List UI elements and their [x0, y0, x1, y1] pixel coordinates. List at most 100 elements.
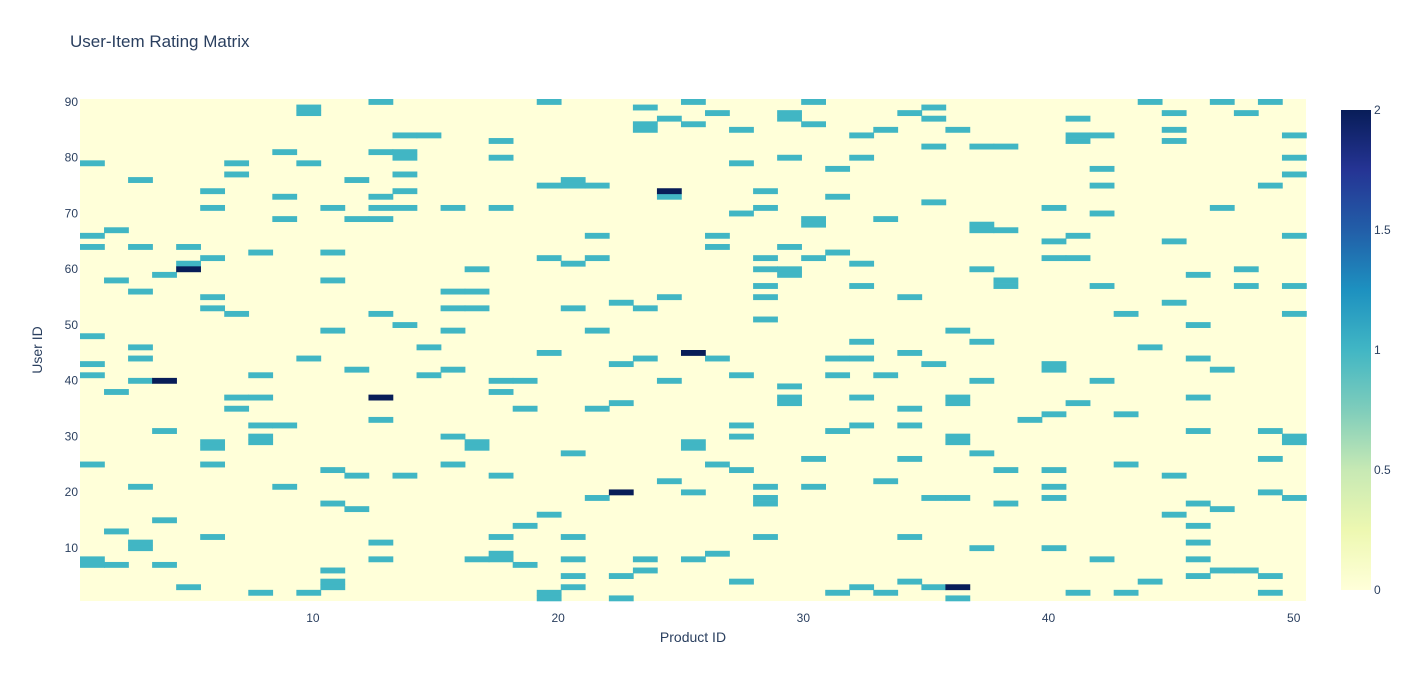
heatmap-cell — [416, 344, 442, 351]
heatmap-cell — [825, 372, 851, 379]
heatmap-cell — [921, 361, 947, 368]
heatmap-cell — [152, 561, 177, 568]
heatmap-cell — [392, 154, 418, 161]
heatmap-cell — [1281, 495, 1307, 501]
heatmap-cell — [945, 394, 971, 401]
heatmap-cell — [536, 595, 562, 602]
heatmap-cell — [1281, 171, 1307, 178]
heatmap-cell — [200, 305, 226, 312]
heatmap-cell — [632, 567, 658, 574]
heatmap-cell — [488, 138, 514, 144]
heatmap-cell — [705, 355, 730, 362]
heatmap-cell — [320, 277, 346, 284]
heatmap-cell — [1065, 400, 1091, 407]
y-tick-label: 60 — [65, 262, 79, 276]
heatmap-cell — [945, 433, 971, 440]
heatmap-cell — [224, 394, 250, 401]
heatmap-cell — [777, 271, 802, 278]
heatmap-cell — [1185, 500, 1211, 507]
heatmap-cell — [1281, 433, 1307, 440]
heatmap-cell — [392, 188, 418, 195]
heatmap-cell — [945, 439, 971, 446]
heatmap-cell — [753, 266, 778, 273]
heatmap-cell — [536, 511, 562, 518]
heatmap-cell — [128, 344, 153, 351]
heatmap-cell — [584, 495, 610, 501]
heatmap-cell — [680, 556, 706, 563]
heatmap-cell — [80, 561, 105, 568]
heatmap-cell — [176, 584, 201, 591]
heatmap-cell — [969, 227, 995, 234]
heatmap-cell — [921, 495, 947, 501]
heatmap-cell — [969, 221, 995, 228]
heatmap-cell — [1113, 589, 1139, 596]
heatmap-cell — [80, 333, 105, 340]
heatmap-cell — [512, 405, 538, 412]
heatmap-cell — [512, 522, 538, 529]
heatmap-cell — [1257, 182, 1283, 189]
heatmap-cell — [560, 305, 586, 312]
heatmap-cell — [921, 199, 947, 206]
heatmap-cell — [320, 327, 346, 334]
heatmap-cell — [753, 188, 778, 195]
heatmap-cell — [825, 355, 851, 362]
heatmap-cell — [656, 294, 682, 301]
heatmap-cell — [224, 160, 250, 167]
heatmap-cell — [344, 216, 370, 223]
heatmap-cell — [849, 154, 875, 161]
heatmap-cell — [296, 589, 322, 596]
heatmap-cell — [969, 450, 995, 457]
heatmap-cell — [272, 149, 298, 156]
heatmap-cell — [464, 556, 490, 563]
heatmap-cell — [1281, 232, 1307, 239]
heatmap-cell — [1185, 522, 1211, 529]
heatmap-cell — [969, 143, 995, 150]
heatmap-cell — [801, 483, 826, 490]
heatmap-cell — [1041, 361, 1067, 368]
heatmap-cell — [1233, 110, 1259, 117]
heatmap-cell — [729, 578, 754, 585]
heatmap-cell — [1041, 204, 1067, 211]
heatmap-cell — [488, 472, 514, 479]
heatmap-cell — [993, 277, 1019, 284]
heatmap-cell — [753, 316, 778, 323]
heatmap-cell — [248, 372, 274, 379]
heatmap-cell — [200, 461, 226, 468]
y-tick-label: 70 — [65, 206, 79, 220]
heatmap-cell — [1209, 204, 1235, 211]
heatmap-cell — [729, 160, 754, 167]
y-tick-label: 30 — [65, 429, 79, 443]
heatmap-cell — [536, 99, 562, 105]
heatmap-cell — [656, 188, 682, 195]
heatmap-cell — [464, 266, 490, 273]
heatmap-cell — [945, 400, 971, 407]
heatmap-cell — [1041, 366, 1067, 373]
y-tick-label: 20 — [65, 485, 79, 499]
heatmap-cell — [368, 99, 394, 105]
heatmap-cell — [705, 110, 730, 117]
heatmap-cell — [560, 534, 586, 540]
heatmap-cells — [80, 99, 1307, 602]
heatmap-cell — [560, 556, 586, 563]
heatmap-cell — [224, 310, 250, 317]
heatmap-cell — [488, 556, 514, 563]
heatmap-cell — [801, 99, 826, 105]
heatmap-cell — [248, 394, 274, 401]
heatmap-cell — [248, 422, 274, 429]
heatmap-cell — [1209, 506, 1235, 513]
heatmap-cell — [1161, 138, 1187, 144]
heatmap-cell — [1161, 126, 1187, 133]
heatmap-cell — [128, 377, 153, 384]
heatmap-cell — [320, 567, 346, 574]
heatmap-cell — [368, 416, 394, 423]
heatmap-cell — [368, 149, 394, 156]
heatmap-cell — [560, 450, 586, 457]
heatmap-cell — [440, 433, 466, 440]
heatmap-cell — [104, 277, 129, 284]
heatmap-cell — [560, 177, 586, 183]
y-tick-label: 40 — [65, 374, 79, 388]
heatmap-cell — [1257, 573, 1283, 579]
heatmap-cell — [368, 204, 394, 211]
heatmap-cell — [1113, 461, 1139, 468]
